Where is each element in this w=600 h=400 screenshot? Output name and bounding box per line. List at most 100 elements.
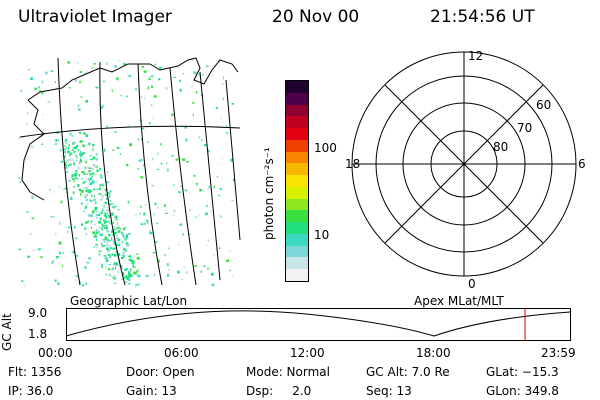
emission-dot bbox=[231, 199, 234, 202]
emission-dot bbox=[101, 184, 105, 186]
emission-dot bbox=[92, 177, 93, 180]
emission-dot bbox=[91, 175, 93, 178]
emission-dot bbox=[115, 247, 117, 249]
emission-dot bbox=[127, 255, 131, 258]
emission-dot bbox=[103, 241, 107, 243]
emission-dot bbox=[108, 244, 112, 248]
emission-dot bbox=[94, 235, 97, 238]
emission-dot bbox=[117, 209, 120, 211]
emission-dot bbox=[93, 164, 97, 167]
emission-dot bbox=[67, 230, 69, 234]
emission-dot bbox=[31, 195, 34, 199]
emission-dot bbox=[67, 146, 70, 150]
emission-dot bbox=[100, 211, 103, 215]
emission-dot bbox=[86, 70, 89, 72]
emission-dot bbox=[100, 233, 103, 237]
colorbar-segment bbox=[286, 92, 308, 105]
emission-dot bbox=[72, 191, 75, 195]
emission-dot bbox=[102, 219, 105, 222]
emission-dot bbox=[94, 208, 97, 211]
emission-dot bbox=[73, 179, 75, 183]
emission-dot bbox=[121, 232, 123, 235]
emission-dot bbox=[75, 146, 77, 150]
emission-dot bbox=[182, 158, 186, 161]
emission-dot bbox=[121, 257, 124, 259]
emission-dot bbox=[108, 253, 111, 256]
emission-dot bbox=[99, 174, 102, 177]
emission-dot bbox=[132, 266, 136, 268]
emission-dot bbox=[214, 264, 218, 266]
emission-dot bbox=[34, 87, 37, 90]
emission-dot bbox=[102, 80, 106, 83]
emission-dot bbox=[216, 175, 219, 178]
emission-dot bbox=[126, 95, 128, 98]
emission-dot bbox=[81, 171, 85, 174]
emission-dot bbox=[79, 80, 81, 84]
emission-dot bbox=[129, 256, 132, 258]
emission-dot bbox=[69, 177, 71, 179]
emission-dot bbox=[69, 152, 73, 155]
emission-dot bbox=[221, 157, 223, 159]
emission-dot bbox=[115, 266, 117, 270]
emission-dot bbox=[42, 113, 44, 116]
emission-dot bbox=[136, 269, 139, 273]
emission-dot bbox=[196, 182, 198, 186]
emission-dot bbox=[149, 76, 151, 78]
emission-dot bbox=[93, 246, 95, 248]
emission-dot bbox=[67, 226, 71, 229]
emission-dot bbox=[147, 86, 150, 90]
emission-dot bbox=[59, 251, 61, 255]
emission-dot bbox=[41, 143, 44, 145]
emission-dot bbox=[209, 210, 212, 213]
emission-dot bbox=[85, 282, 88, 285]
emission-dot bbox=[55, 86, 57, 89]
emission-dot bbox=[67, 61, 70, 64]
emission-dot bbox=[100, 176, 103, 179]
emission-dot bbox=[91, 167, 94, 171]
emission-dot bbox=[106, 239, 110, 242]
emission-dot bbox=[104, 212, 107, 215]
emission-dot bbox=[186, 161, 189, 163]
coastline bbox=[21, 99, 45, 201]
emission-dot bbox=[121, 267, 123, 269]
emission-dot bbox=[140, 96, 142, 98]
emission-dot bbox=[101, 194, 103, 197]
altitude-timeline[interactable] bbox=[65, 308, 572, 342]
emission-dot bbox=[127, 200, 129, 204]
gc-alt-value: GC Alt: 7.0 Re bbox=[366, 365, 450, 379]
emission-dot bbox=[104, 148, 106, 152]
emission-dot bbox=[89, 155, 92, 157]
emission-dot bbox=[152, 252, 156, 254]
emission-dot bbox=[90, 220, 93, 223]
emission-dot bbox=[109, 190, 112, 193]
emission-dot bbox=[69, 154, 71, 157]
emission-dot bbox=[101, 244, 103, 248]
emission-dot bbox=[140, 176, 144, 179]
emission-dot bbox=[95, 201, 97, 204]
emission-dot bbox=[56, 139, 59, 141]
emission-dot bbox=[121, 241, 124, 244]
emission-dot bbox=[104, 220, 108, 224]
emission-dot bbox=[173, 184, 175, 186]
emission-dot bbox=[118, 60, 120, 62]
emission-dot bbox=[85, 198, 88, 201]
mlt-label-12: 12 bbox=[468, 49, 483, 63]
emission-dot bbox=[113, 274, 117, 278]
emission-dot bbox=[64, 148, 66, 151]
emission-dot bbox=[135, 88, 137, 90]
emission-dot bbox=[109, 255, 111, 258]
lat-label-70: 70 bbox=[517, 121, 532, 135]
colorbar-segment bbox=[286, 186, 308, 199]
emission-dot bbox=[102, 239, 106, 241]
emission-dot bbox=[96, 206, 98, 209]
emission-dot bbox=[42, 129, 44, 131]
colorbar-segment bbox=[286, 128, 308, 140]
emission-dot bbox=[99, 184, 101, 187]
emission-dot bbox=[78, 188, 82, 192]
emission-dot bbox=[51, 261, 54, 265]
emission-dot bbox=[52, 191, 54, 193]
emission-dot bbox=[153, 273, 156, 276]
emission-dot bbox=[203, 265, 206, 267]
emission-dot bbox=[85, 134, 88, 138]
emission-dot bbox=[96, 169, 99, 172]
